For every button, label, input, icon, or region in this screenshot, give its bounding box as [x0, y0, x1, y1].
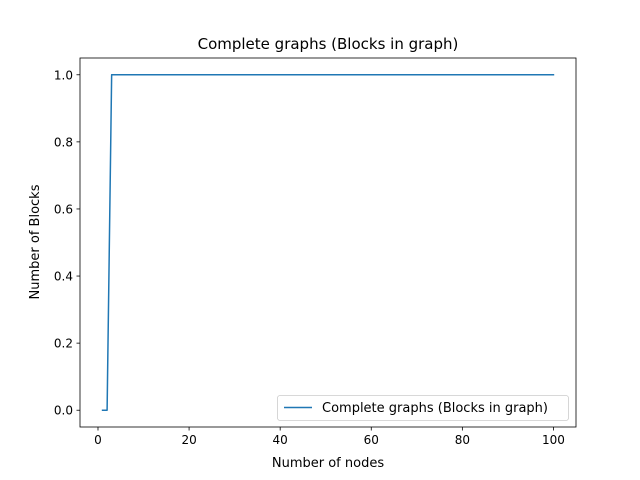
- axes-frame: [79, 57, 577, 428]
- x-tick-label: 60: [364, 433, 379, 447]
- legend-label: Complete graphs (Blocks in graph): [322, 401, 548, 416]
- legend: Complete graphs (Blocks in graph): [277, 395, 569, 421]
- chart-title: Complete graphs (Blocks in graph): [198, 35, 459, 53]
- x-tick-label: 80: [455, 433, 470, 447]
- y-tick-label: 1.0: [54, 68, 73, 82]
- series-line-0: [101, 74, 555, 411]
- y-tick-label: 0.0: [54, 404, 73, 418]
- y-tick-label: 0.2: [54, 337, 73, 351]
- x-tick-label: 0: [94, 433, 102, 447]
- y-axis-label: Number of Blocks: [28, 184, 43, 299]
- legend-box: [277, 395, 569, 421]
- y-tick-label: 0.4: [54, 270, 73, 284]
- x-tick-label: 100: [542, 433, 565, 447]
- x-tick-label: 40: [273, 433, 288, 447]
- y-tick-label: 0.8: [54, 135, 73, 149]
- x-axis-label: Number of nodes: [272, 456, 384, 471]
- y-tick-label: 0.6: [54, 202, 73, 216]
- plot-area: 0 20 40 60 80 100 0.0 0.2 0.4 0.6 0.8 1.0: [54, 57, 577, 447]
- x-tick-label: 20: [181, 433, 196, 447]
